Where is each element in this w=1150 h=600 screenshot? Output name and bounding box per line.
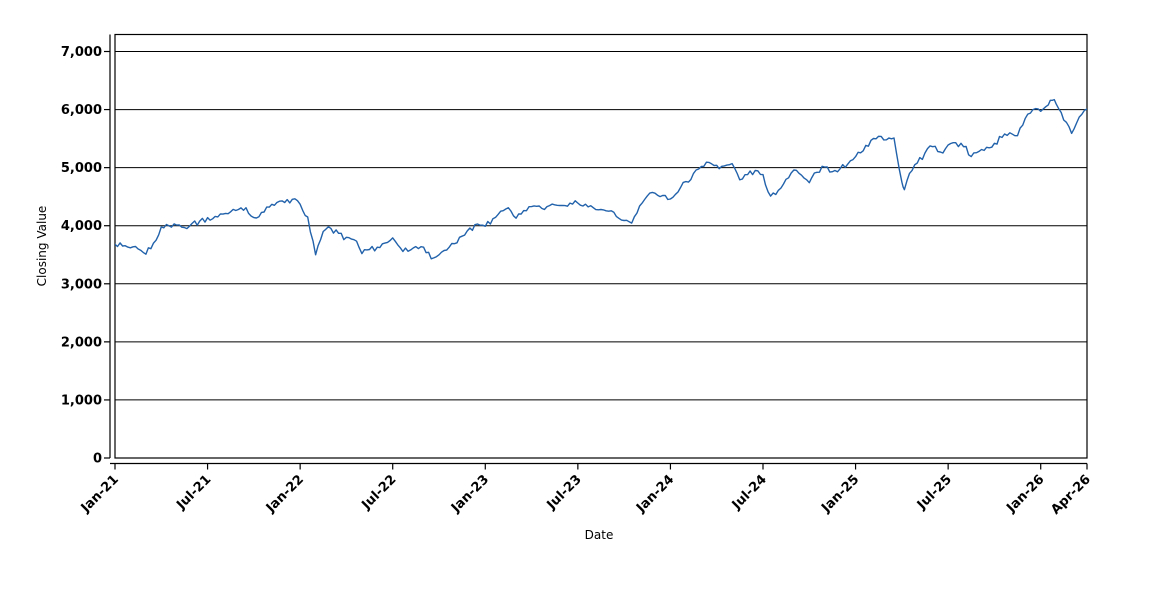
plot-border <box>114 33 1088 459</box>
y-tick-label: 1,000 <box>61 393 102 408</box>
x-tick-label: Jan-25 <box>818 472 862 516</box>
x-tick-label: Jan-24 <box>633 472 677 516</box>
y-tick-label: 3,000 <box>61 277 102 292</box>
x-tick-label: Jan-23 <box>448 472 492 516</box>
x-tick-label: Apr-26 <box>1048 472 1093 517</box>
y-tick-label: 7,000 <box>61 45 102 60</box>
closing-value-series-line <box>115 98 1087 260</box>
y-axis-title: Closing Value <box>35 206 49 287</box>
x-tick-label: Jul-21 <box>173 472 214 513</box>
x-tick-label: Jan-22 <box>263 472 307 516</box>
x-tick-label: Jul-22 <box>358 472 399 513</box>
x-tick-label: Jul-23 <box>544 472 585 513</box>
x-tick-label: Jul-24 <box>729 472 770 513</box>
ticks-group: 0 1,000 2,000 3,000 4,000 5,000 6,000 7,000 Jan-… <box>61 45 1094 518</box>
gridlines-group <box>115 51 1087 401</box>
y-tick-label: 2,000 <box>61 335 102 350</box>
y-tick-label: 5,000 <box>61 161 102 176</box>
x-tick-label: Jan-26 <box>1003 472 1047 516</box>
y-tick-label: 0 <box>93 452 102 467</box>
y-tick-label: 4,000 <box>61 219 102 234</box>
x-axis-title: Date <box>585 528 614 542</box>
x-tick-label: Jul-25 <box>914 472 955 513</box>
y-tick-label: 6,000 <box>61 103 102 118</box>
x-tick-label: Jan-21 <box>78 472 122 516</box>
